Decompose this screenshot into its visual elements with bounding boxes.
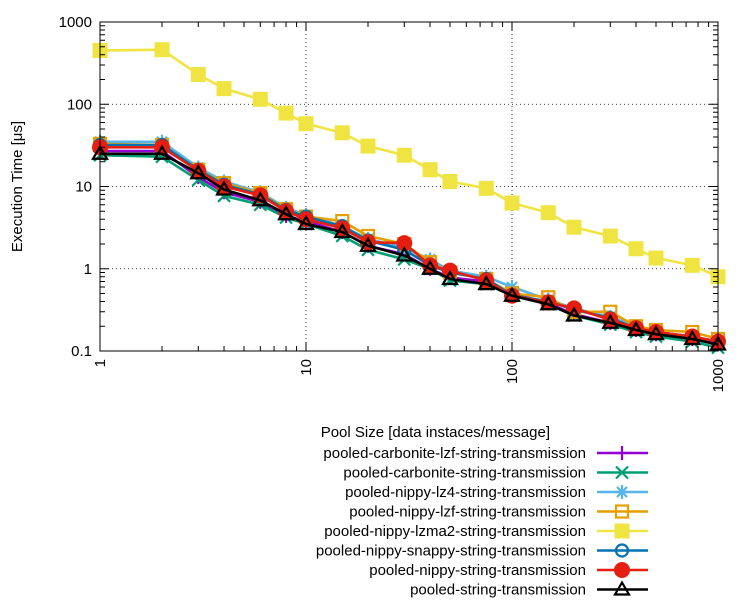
data-point [614,504,630,519]
data-point [540,205,556,221]
legend-swatch [597,523,648,539]
legend-swatch [597,562,648,578]
data-point [360,138,376,154]
legend-label: pooled-nippy-string-transmission [369,562,586,579]
data-point [442,174,458,190]
series-pooled-string-transmission [91,144,727,351]
data-point [216,81,232,97]
data-point [154,42,170,58]
data-point [683,329,702,346]
data-point [477,274,496,291]
legend-swatch [597,580,648,596]
legend: Pool Size [data instaces/message] pooled… [316,424,648,599]
series-group [91,42,727,355]
data-point [628,241,644,257]
y-axis-title: Execution Time [μs] [9,121,26,252]
data-point [298,116,314,132]
data-point [614,523,630,539]
legend-swatch [597,465,648,480]
data-point [153,144,171,160]
data-point [684,257,700,273]
x-tick-label: 100 [504,359,521,384]
data-point [190,66,206,82]
data-point [189,164,208,180]
data-point [539,295,558,311]
grid-lines [100,22,718,351]
legend-swatch [597,504,648,519]
data-point [441,269,459,286]
legend-label: pooled-nippy-snappy-string-transmission [316,543,586,560]
data-point [278,105,294,121]
data-point [566,219,582,235]
x-tick-label: 1000 [710,359,727,392]
data-point [395,246,414,262]
y-tick-label: 100 [67,96,92,113]
data-point [647,325,665,341]
data-point [613,580,631,596]
data-point [601,313,620,329]
data-point [503,286,521,302]
data-point [565,306,583,322]
data-point [333,222,352,239]
data-point [297,214,315,231]
legend-swatch [597,543,648,558]
data-point [648,250,664,266]
data-point [614,543,630,558]
legend-title: Pool Size [data instaces/message] [321,424,550,441]
series-line [100,152,719,346]
data-point [615,465,629,480]
data-point [615,446,629,460]
data-point [615,485,629,499]
data-point [627,320,645,337]
data-point [277,205,295,221]
y-tick-label: 0.1 [71,343,92,360]
legend-swatch [597,485,648,499]
data-point [251,191,270,207]
data-point [478,180,494,196]
legend-label: pooled-string-transmission [410,582,586,599]
y-tick-label: 1 [84,261,92,278]
data-point [215,180,233,196]
series-pooled-nippy-lzma2-string-transmission [92,42,726,285]
legend-label: pooled-nippy-lzf-string-transmission [349,504,586,521]
legend-label: pooled-nippy-lzma2-string-transmission [324,523,586,540]
data-point [504,195,520,211]
data-point [421,259,439,275]
x-tick-label: 10 [298,359,315,376]
data-point [614,562,630,578]
data-point [252,91,268,107]
y-tick-label: 10 [75,179,92,196]
legend-label: pooled-carbonite-string-transmission [343,465,586,482]
legend-label: pooled-nippy-lz4-string-transmission [345,484,586,501]
data-point [602,228,618,244]
data-point [396,147,412,163]
y-tick-label: 1000 [59,14,92,31]
legend-label: pooled-carbonite-lzf-string-transmission [323,445,586,462]
data-point [359,236,377,252]
data-point [422,162,438,178]
x-tick-label: 1 [92,359,109,367]
legend-swatch [597,446,648,460]
data-point [334,125,350,141]
